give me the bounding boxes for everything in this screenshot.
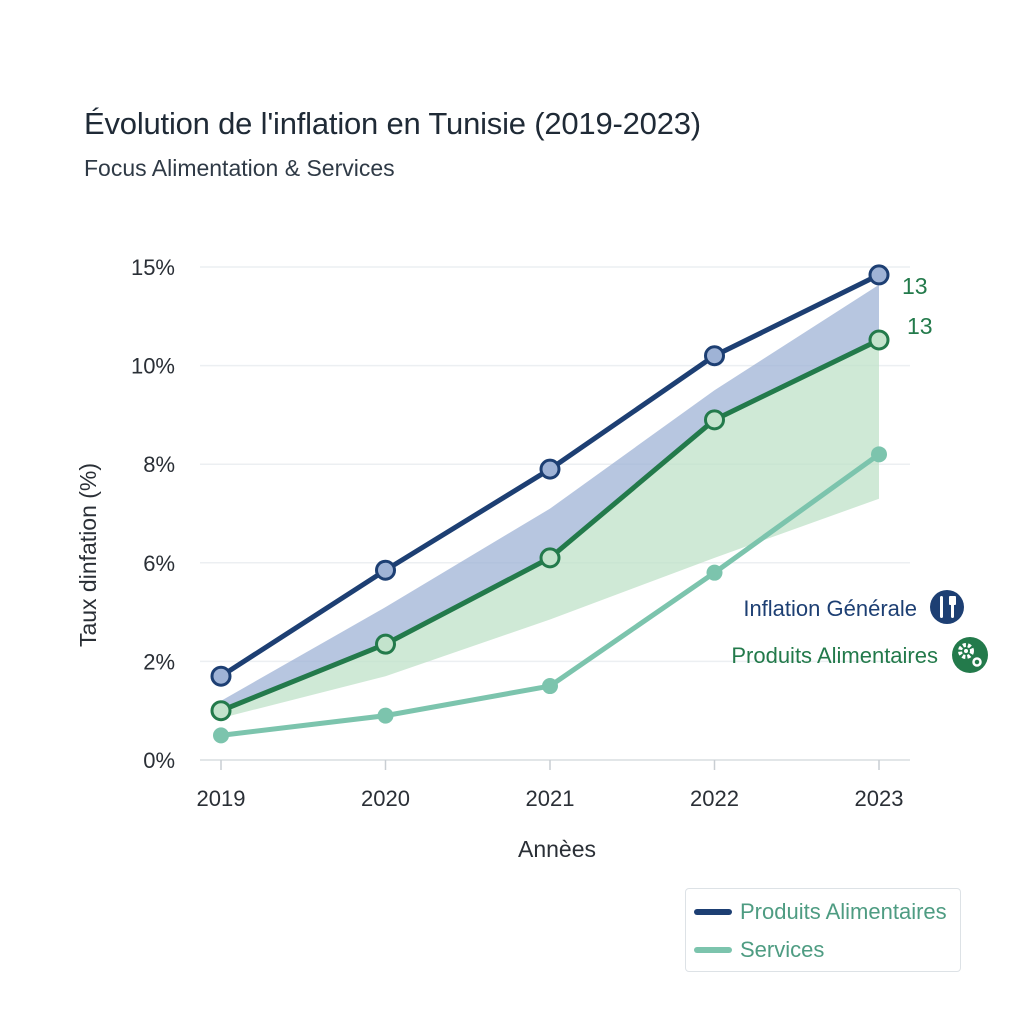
data-point [210, 700, 232, 722]
gear-icon [952, 637, 988, 673]
y-tick-label: 8% [143, 452, 175, 477]
chart-subtitle: Focus Alimentation & Services [84, 155, 395, 181]
fork-knife-icon [930, 590, 964, 624]
x-tick-label: 2021 [526, 786, 575, 811]
legend-swatch [694, 947, 732, 953]
y-tick-label: 2% [143, 649, 175, 674]
data-point [213, 727, 229, 744]
annotation-2: 13 [907, 313, 933, 339]
inline-label-alimentaires: Produits Alimentaires [731, 643, 938, 668]
band-upper [221, 284, 879, 711]
chart-title: Évolution de l'inflation en Tunisie (201… [84, 106, 701, 141]
legend-item-services: Services [694, 937, 824, 963]
legend-label: Services [740, 937, 825, 962]
x-tick-label: 2022 [690, 786, 739, 811]
y-tick-label: 15% [131, 255, 175, 280]
annotation-1: 13 [902, 273, 928, 299]
data-point [868, 329, 890, 351]
legend: Produits Alimentaires Services [685, 888, 961, 972]
data-point [704, 409, 725, 431]
data-point [539, 458, 561, 480]
data-point [868, 264, 890, 286]
data-point [377, 707, 394, 724]
band-lower [221, 339, 879, 719]
data-point [375, 559, 396, 581]
data-point [706, 564, 723, 581]
data-point [539, 547, 561, 569]
data-point [542, 678, 558, 695]
data-point [871, 446, 887, 463]
legend-swatch [694, 909, 732, 915]
legend-label: Produits Alimentaires [740, 899, 947, 924]
y-tick-label: 6% [143, 551, 175, 576]
x-axis-title: Annèes [518, 836, 596, 862]
x-tick-label: 2023 [855, 786, 904, 811]
x-tick-label: 2019 [197, 786, 246, 811]
inline-label-inflation: Inflation Générale [743, 596, 917, 621]
data-point [375, 633, 396, 655]
data-point [210, 665, 232, 687]
y-tick-label: 0% [143, 748, 175, 773]
y-axis-title: Taux dinfation (%) [75, 463, 101, 647]
y-tick-label: 10% [131, 354, 175, 379]
x-tick-label: 2020 [361, 786, 410, 811]
legend-item-produits: Produits Alimentaires [694, 899, 947, 925]
data-point [704, 345, 725, 367]
